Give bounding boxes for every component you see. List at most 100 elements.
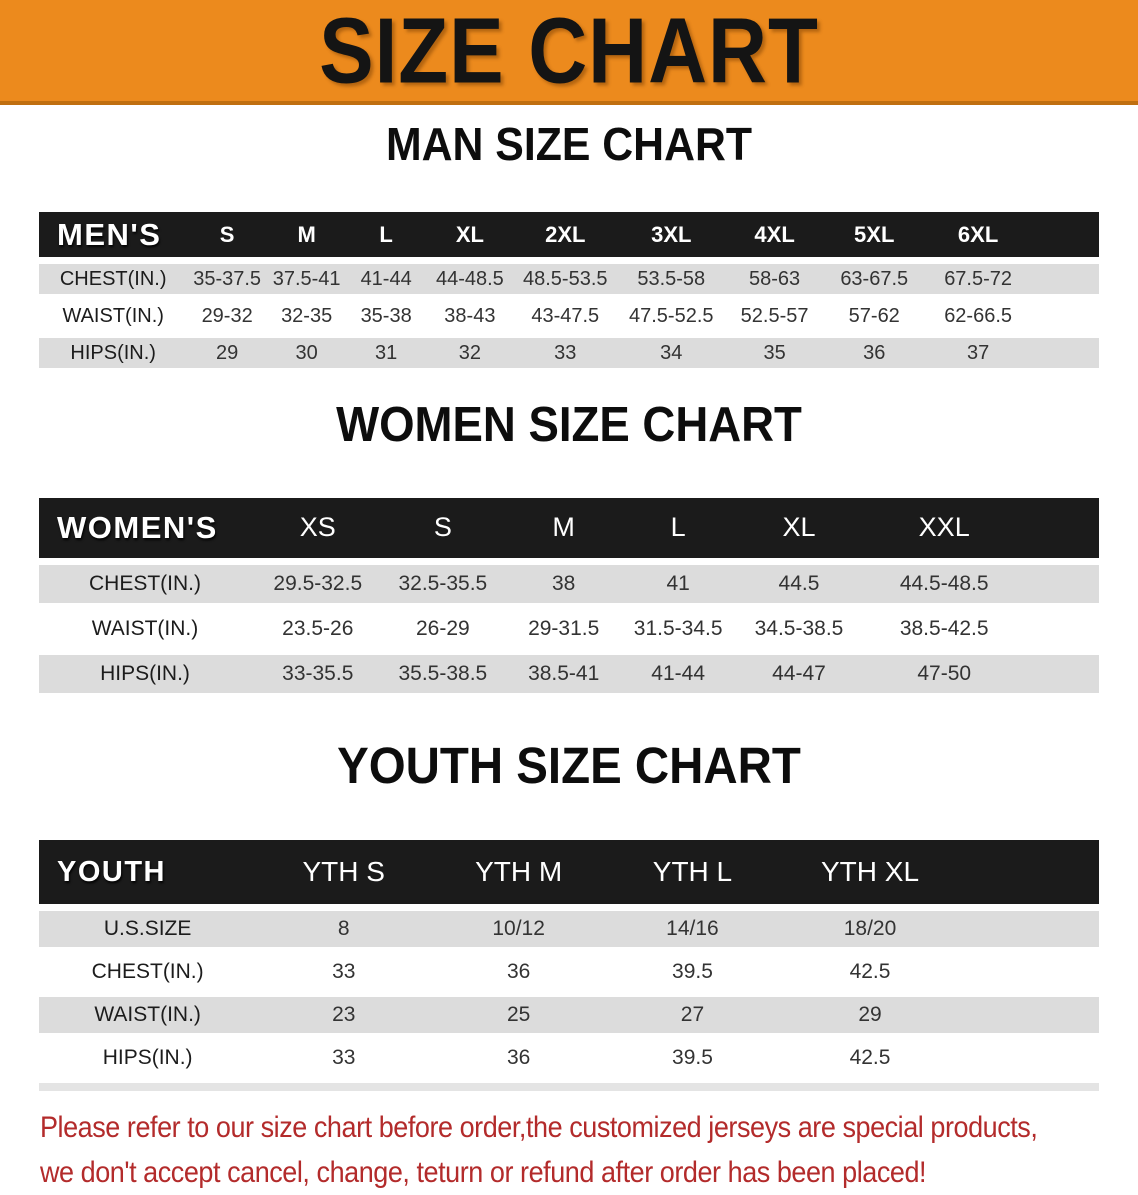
youth-row-spacer	[961, 997, 1099, 1034]
men-table-slot: MEN'S S M L XL 2XL 3XL 4XL 5XL 6XL CHEST(IN.) 35-37…	[39, 205, 1099, 375]
youth-row-label: CHEST(IN.)	[91, 960, 204, 984]
men-value-cell: 47.5-52.5	[629, 304, 714, 327]
women-section-heading: WOMEN SIZE CHART	[336, 398, 802, 453]
youth-size-header: YTH XL	[778, 840, 962, 905]
women-value-cell: 47-50	[867, 654, 1021, 693]
women-row-label: WAIST(IN.)	[91, 616, 199, 640]
men-value-cell: 38-43	[444, 304, 496, 327]
men-size-header: M	[266, 212, 347, 258]
youth-data-row: U.S.SIZE 8 10/12 14/16 18/20	[39, 911, 1099, 948]
youth-data-row: HIPS(IN.) 33 36 39.5 42.5	[39, 1040, 1099, 1076]
men-value-cell: 58-63	[725, 264, 824, 295]
men-size-header: XL	[425, 212, 514, 258]
youth-size-header: YTH S	[256, 840, 432, 905]
youth-row-label: WAIST(IN.)	[39, 997, 257, 1034]
women-value-cell: 44-47	[730, 654, 868, 693]
disclaimer: Please refer to our size chart before or…	[40, 1105, 1138, 1195]
men-value-cell: 67.5-72	[925, 264, 1032, 295]
women-data-row: HIPS(IN.) 33-35.5 35.5-38.5 38.5-41 41-44 44-…	[39, 654, 1099, 693]
men-data-row: HIPS(IN.) 29 30 31 32 33 34 35 36 37	[39, 338, 1099, 369]
women-value-cell: 31.5-34.5	[633, 616, 723, 640]
men-value-cell: 43-47.5	[531, 304, 600, 327]
men-value-cell: 30	[266, 338, 347, 369]
men-row-label: WAIST(IN.)	[62, 304, 164, 327]
youth-section-heading: YOUTH SIZE CHART	[337, 736, 801, 794]
men-value-cell: 57-62	[848, 304, 900, 327]
women-value-cell: 41-44	[626, 654, 731, 693]
women-data-row: CHEST(IN.) 29.5-32.5 32.5-35.5 38 41 44.5 44.5…	[39, 564, 1099, 603]
women-value-cell: 32.5-35.5	[384, 564, 502, 603]
men-value-cell: 35-37.5	[187, 264, 267, 295]
men-value-cell: 52.5-57	[740, 304, 809, 327]
women-size-header: XXL	[867, 497, 1021, 558]
youth-value-cell: 39.5	[672, 960, 713, 984]
youth-value-cell: 33	[332, 960, 356, 984]
women-row-spacer	[1020, 564, 1099, 603]
youth-data-row: CHEST(IN.) 33 36 39.5 42.5	[39, 954, 1099, 990]
women-size-header: XL	[730, 497, 868, 558]
youth-row-spacer	[961, 1040, 1099, 1076]
men-data-row: WAIST(IN.) 29-32 32-35 35-38 38-43 43-47.5 47.…	[39, 301, 1099, 331]
men-section-heading: MAN SIZE CHART	[385, 118, 752, 170]
men-value-cell: 37	[925, 338, 1032, 369]
size-table-women: WOMEN'S XS S M L XL XXL CHEST(IN.) 29.5-32.5 32.5…	[39, 491, 1099, 700]
youth-size-header: YTH L	[606, 840, 779, 905]
women-row-spacer	[1020, 654, 1099, 693]
women-value-cell: 26-29	[415, 616, 470, 640]
women-value-cell: 44.5-48.5	[867, 564, 1021, 603]
men-row-spacer	[1031, 301, 1099, 331]
women-table-slot: WOMEN'S XS S M L XL XXL CHEST(IN.) 29.5-32.5 32.5…	[39, 491, 1099, 700]
men-value-cell: 35	[725, 338, 824, 369]
size-table-men: MEN'S S M L XL 2XL 3XL 4XL 5XL 6XL CHEST(IN.) 35-37…	[39, 205, 1099, 375]
men-value-cell: 29-32	[201, 304, 253, 327]
women-value-cell: 23.5-26	[282, 616, 354, 640]
youth-value-cell: 25	[431, 997, 607, 1034]
men-value-cell: 41-44	[346, 264, 426, 295]
men-size-header: 2XL	[513, 212, 617, 258]
men-value-cell: 32	[425, 338, 514, 369]
women-header-row: WOMEN'S XS S M L XL XXL	[39, 497, 1099, 558]
youth-row-spacer	[961, 911, 1099, 948]
youth-header-row: YOUTH YTH S YTH M YTH L YTH XL	[39, 840, 1099, 905]
men-size-header: 3XL	[616, 212, 726, 258]
men-row-label: CHEST(IN.)	[39, 264, 188, 295]
youth-value-cell: 10/12	[431, 911, 607, 948]
men-value-cell: 48.5-53.5	[513, 264, 617, 295]
women-value-cell: 38.5-41	[501, 654, 627, 693]
men-value-cell: 37.5-41	[266, 264, 347, 295]
women-value-cell: 38	[501, 564, 627, 603]
women-size-header: XS	[251, 497, 385, 558]
men-header-row: MEN'S S M L XL 2XL 3XL 4XL 5XL 6XL	[39, 212, 1099, 258]
men-size-header: 6XL	[925, 212, 1032, 258]
men-value-cell: 31	[346, 338, 426, 369]
women-group-label: WOMEN'S	[39, 497, 251, 558]
men-value-cell: 44-48.5	[425, 264, 514, 295]
women-size-header: M	[501, 497, 627, 558]
disclaimer-line-1: Please refer to our size chart before or…	[40, 1111, 1038, 1145]
youth-value-cell: 36	[506, 1046, 531, 1070]
youth-value-cell: 18/20	[778, 911, 962, 948]
women-value-cell: 41	[626, 564, 731, 603]
disclaimer-line-2: we don't accept cancel, change, teturn o…	[40, 1156, 927, 1190]
youth-row-label: HIPS(IN.)	[102, 1046, 193, 1070]
women-value-cell: 44.5	[730, 564, 868, 603]
men-row-label: HIPS(IN.)	[39, 338, 188, 369]
women-header-spacer	[1020, 497, 1099, 558]
men-value-cell: 29	[187, 338, 267, 369]
youth-value-cell: 33	[332, 1046, 356, 1070]
men-header-spacer	[1031, 212, 1099, 258]
men-group-label: MEN'S	[39, 212, 188, 258]
women-size-header: S	[384, 497, 502, 558]
men-value-cell: 33	[513, 338, 617, 369]
youth-value-cell: 36	[506, 960, 531, 984]
men-row-spacer	[1031, 338, 1099, 369]
youth-value-cell: 14/16	[606, 911, 779, 948]
section-youth: YOUTH SIZE CHART YOUTH YTH S YTH M YTH L YTH…	[0, 736, 1138, 1092]
section-women: WOMEN SIZE CHART WOMEN'S XS S M L XL XXL CHEST(…	[0, 401, 1138, 700]
women-value-cell: 38.5-42.5	[899, 616, 989, 640]
women-row-spacer	[1021, 610, 1099, 648]
men-data-row: CHEST(IN.) 35-37.5 37.5-41 41-44 44-48.5 48.5…	[39, 264, 1099, 295]
youth-table-slot: YOUTH YTH S YTH M YTH L YTH XL U.S.SIZE 8 10/12…	[39, 833, 1099, 1092]
women-row-label: CHEST(IN.)	[39, 564, 251, 603]
men-value-cell: 36	[823, 338, 926, 369]
